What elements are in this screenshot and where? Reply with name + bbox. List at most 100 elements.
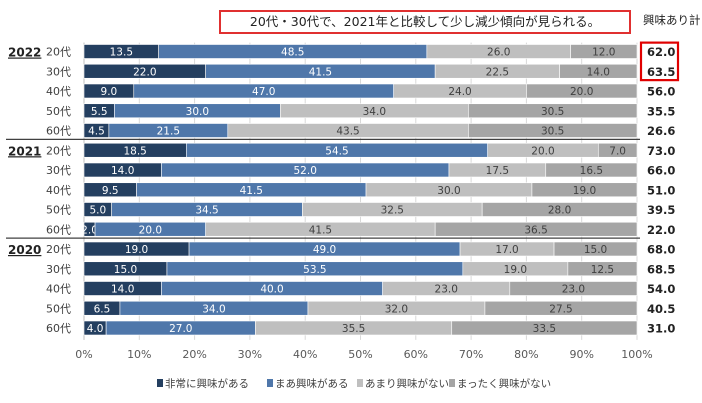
data-label: 32.5: [381, 205, 404, 217]
data-label: 14.0: [111, 165, 134, 177]
data-label: 35.5: [342, 323, 365, 335]
bar-segment: [434, 221, 638, 237]
data-label: 49.0: [313, 244, 336, 256]
data-label: 6.5: [94, 303, 111, 315]
data-label: 52.0: [294, 165, 317, 177]
data-label: 22.5: [486, 66, 509, 78]
age-label: 30代: [46, 164, 71, 177]
year-label: 2021: [8, 144, 41, 158]
x-tick-label: 90%: [569, 348, 593, 361]
total-value: 26.6: [647, 124, 675, 138]
data-label: 20.0: [139, 224, 162, 236]
chart-callout: 20代・30代で、2021年と比較して少し減少傾向が見られる。: [219, 10, 631, 34]
data-label: 26.0: [487, 47, 510, 59]
legend-swatch: [157, 379, 163, 387]
total-value: 73.0: [647, 144, 675, 158]
data-label: 40.0: [260, 284, 283, 296]
total-value: 51.0: [647, 183, 675, 197]
data-label: 15.0: [584, 244, 607, 256]
data-label: 16.5: [580, 165, 603, 177]
data-label: 34.0: [202, 303, 225, 315]
data-label: 5.0: [89, 205, 106, 217]
data-label: 41.5: [309, 224, 332, 236]
total-value: 22.0: [647, 223, 675, 237]
data-label: 30.5: [541, 106, 564, 118]
bar-segment: [509, 281, 638, 296]
total-value: 40.5: [647, 302, 675, 316]
bar-segment: [531, 182, 638, 198]
data-label: 9.0: [101, 86, 118, 98]
x-tick-label: 50%: [348, 348, 372, 361]
legend-label: まったく興味がない: [457, 377, 551, 390]
data-label: 21.5: [157, 126, 180, 138]
bar-segment: [570, 44, 638, 59]
x-tick-label: 20%: [182, 348, 206, 361]
total-value: 62.0: [647, 45, 675, 59]
data-label: 7.0: [609, 145, 626, 157]
data-label: 28.0: [548, 205, 571, 217]
bar-segment: [559, 63, 638, 79]
data-label: 23.0: [562, 284, 585, 296]
age-label: 50代: [46, 105, 71, 118]
data-label: 9.5: [102, 185, 119, 197]
data-label: 54.5: [325, 145, 348, 157]
legend-label: あまり興味がない: [365, 377, 449, 390]
data-label: 32.0: [385, 303, 408, 315]
x-tick-label: 10%: [127, 348, 151, 361]
year-label: 2020: [8, 243, 41, 257]
data-label: 41.5: [240, 185, 263, 197]
data-label: 2.0: [81, 224, 98, 236]
x-tick-label: 40%: [293, 348, 317, 361]
data-label: 30.0: [437, 185, 460, 197]
data-label: 30.5: [541, 126, 564, 138]
data-label: 34.0: [363, 106, 386, 118]
legend-label: まあ興味がある: [275, 377, 349, 390]
x-tick-label: 80%: [514, 348, 538, 361]
total-value: 68.0: [647, 243, 675, 257]
data-label: 17.5: [486, 165, 509, 177]
data-label: 19.0: [573, 185, 596, 197]
data-label: 23.0: [435, 284, 458, 296]
age-label: 20代: [46, 46, 71, 59]
age-label: 40代: [46, 85, 71, 98]
data-label: 34.5: [195, 205, 218, 217]
bar-segment: [526, 83, 638, 99]
age-label: 20代: [46, 144, 71, 157]
total-value: 63.5: [647, 65, 675, 79]
data-label: 43.5: [336, 126, 359, 138]
data-label: 14.0: [587, 66, 610, 78]
bar-segment: [468, 103, 638, 119]
data-label: 15.0: [114, 264, 137, 276]
total-value: 35.5: [647, 104, 675, 118]
data-label: 20.0: [570, 86, 593, 98]
data-label: 12.0: [592, 47, 615, 59]
data-label: 22.0: [133, 66, 156, 78]
total-value: 56.0: [647, 85, 675, 99]
bar-segment: [553, 241, 638, 257]
data-label: 17.0: [495, 244, 518, 256]
age-label: 20代: [46, 243, 71, 256]
age-label: 60代: [46, 125, 71, 138]
data-label: 30.0: [186, 106, 209, 118]
age-label: 50代: [46, 204, 71, 217]
bar-segment: [468, 123, 638, 138]
highlight-box: [639, 41, 680, 82]
legend-label: 非常に興味がある: [165, 377, 249, 390]
data-label: 36.5: [524, 224, 547, 236]
bar-segment: [451, 320, 638, 336]
data-label: 5.5: [91, 106, 108, 118]
data-label: 18.5: [123, 145, 146, 157]
data-label: 4.0: [87, 323, 104, 335]
data-label: 19.0: [504, 264, 527, 276]
bar-segment: [545, 162, 638, 178]
data-label: 19.0: [125, 244, 148, 256]
bar-segment: [481, 202, 638, 217]
data-label: 27.5: [549, 303, 572, 315]
data-label: 53.5: [303, 264, 326, 276]
data-label: 14.0: [111, 284, 134, 296]
x-tick-label: 60%: [404, 348, 428, 361]
age-label: 60代: [46, 223, 71, 236]
bar-segment: [484, 300, 638, 316]
age-label: 60代: [46, 322, 71, 335]
